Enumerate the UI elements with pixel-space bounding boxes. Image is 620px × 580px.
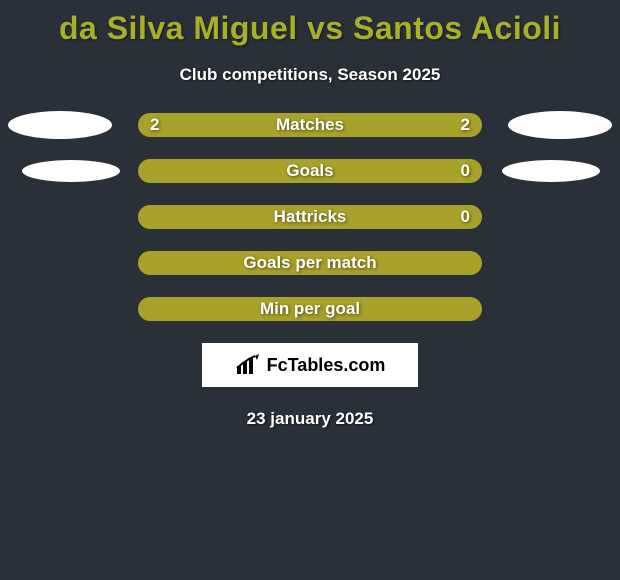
stat-bar: Min per goal [138, 297, 482, 321]
player-right-marker [502, 160, 600, 182]
stat-right-value: 2 [461, 115, 470, 135]
stat-row: Goals per match [0, 251, 620, 275]
stat-label: Min per goal [260, 299, 360, 319]
page-title: da Silva Miguel vs Santos Acioli [0, 0, 620, 47]
stat-right-value: 0 [461, 161, 470, 181]
stat-label: Goals per match [243, 253, 376, 273]
stat-right-value: 0 [461, 207, 470, 227]
stat-label: Matches [276, 115, 344, 135]
stat-row: Goals 0 [0, 159, 620, 183]
stats-container: 2 Matches 2 Goals 0 Hattricks 0 Goals per match… [0, 113, 620, 321]
brand-text: FcTables.com [267, 355, 386, 376]
date-label: 23 january 2025 [0, 409, 620, 429]
stat-label: Goals [286, 161, 333, 181]
player-left-marker [22, 160, 120, 182]
stat-bar: Goals 0 [138, 159, 482, 183]
player-left-marker [8, 111, 112, 139]
stat-bar: Goals per match [138, 251, 482, 275]
stat-bar: Hattricks 0 [138, 205, 482, 229]
stat-row: Hattricks 0 [0, 205, 620, 229]
stat-bar: 2 Matches 2 [138, 113, 482, 137]
stat-row: 2 Matches 2 [0, 113, 620, 137]
page-subtitle: Club competitions, Season 2025 [0, 65, 620, 85]
player-right-marker [508, 111, 612, 139]
brand-logo[interactable]: FcTables.com [202, 343, 418, 387]
stat-row: Min per goal [0, 297, 620, 321]
stat-left-value: 2 [150, 115, 159, 135]
chart-icon [235, 354, 261, 376]
stat-label: Hattricks [274, 207, 347, 227]
